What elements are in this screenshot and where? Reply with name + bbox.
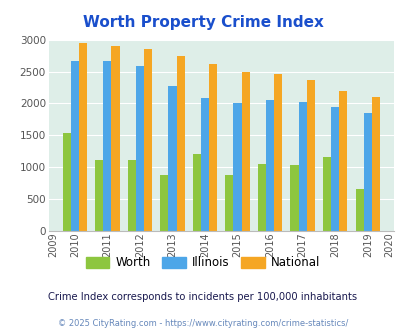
Bar [298, 102, 306, 231]
Bar [79, 44, 87, 231]
Bar [95, 160, 103, 231]
Bar [136, 66, 144, 231]
Bar [371, 97, 379, 231]
Bar [241, 72, 249, 231]
Bar [363, 113, 371, 231]
Bar [233, 103, 241, 231]
Bar [330, 107, 339, 231]
Text: © 2025 CityRating.com - https://www.cityrating.com/crime-statistics/: © 2025 CityRating.com - https://www.city… [58, 319, 347, 328]
Bar [127, 160, 136, 231]
Bar [103, 61, 111, 231]
Bar [273, 74, 281, 231]
Bar [160, 175, 168, 231]
Bar [322, 157, 330, 231]
Bar [70, 61, 79, 231]
Bar [62, 133, 70, 231]
Bar [355, 189, 363, 231]
Bar [168, 85, 176, 231]
Bar [192, 154, 200, 231]
Bar [306, 81, 314, 231]
Bar [176, 55, 184, 231]
Bar [339, 91, 347, 231]
Bar [265, 100, 273, 231]
Text: Worth Property Crime Index: Worth Property Crime Index [82, 15, 323, 30]
Bar [144, 49, 152, 231]
Bar [290, 165, 298, 231]
Bar [257, 164, 265, 231]
Bar [225, 175, 233, 231]
Text: Crime Index corresponds to incidents per 100,000 inhabitants: Crime Index corresponds to incidents per… [48, 292, 357, 302]
Bar [200, 98, 209, 231]
Bar [111, 46, 119, 231]
Bar [209, 64, 217, 231]
Legend: Worth, Illinois, National: Worth, Illinois, National [81, 252, 324, 274]
